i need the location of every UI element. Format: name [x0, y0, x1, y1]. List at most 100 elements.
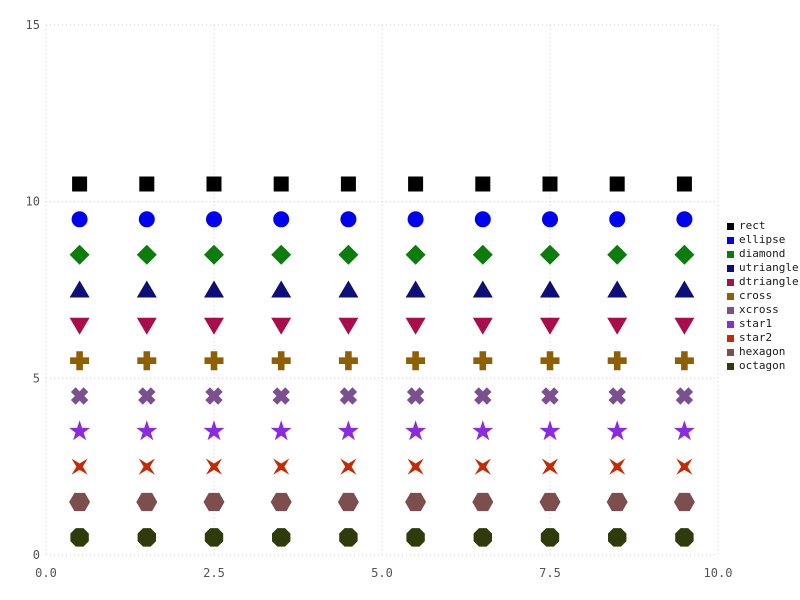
marker-diamond [69, 244, 90, 265]
legend-label: xcross [739, 303, 779, 316]
marker-dtriangle [472, 317, 493, 335]
legend-swatch-diamond [727, 250, 734, 258]
marker-utriangle [338, 280, 359, 298]
legend-swatch-xcross [727, 306, 734, 314]
legend-swatch-star1 [727, 320, 734, 328]
marker-star2 [273, 458, 290, 475]
legend-item-octagon: octagon [727, 359, 799, 373]
legend-swatch-ellipse [727, 236, 734, 244]
marker-xcross [205, 387, 223, 405]
marker-diamond [405, 244, 426, 265]
marker-octagon [70, 528, 89, 547]
marker-star2 [474, 458, 491, 475]
legend-label: octagon [739, 359, 786, 372]
marker-diamond [540, 244, 560, 265]
legend-swatch-dtriangle [727, 278, 734, 286]
x-tick-label: 10.0 [704, 566, 733, 580]
marker-diamond [271, 244, 292, 265]
marker-ellipse [71, 211, 88, 228]
marker-rect [206, 176, 222, 192]
marker-star1 [69, 420, 91, 441]
marker-rect [475, 176, 491, 192]
marker-rect [273, 176, 289, 192]
marker-octagon [272, 528, 291, 547]
marker-star2 [138, 458, 155, 475]
marker-utriangle [204, 280, 224, 298]
marker-hexagon [405, 492, 427, 512]
marker-dtriangle [136, 317, 157, 335]
legend-label: rect [739, 219, 766, 232]
marker-rect [408, 176, 424, 192]
marker-ellipse [138, 211, 155, 228]
marker-xcross [138, 387, 156, 405]
marker-cross [70, 351, 90, 371]
marker-cross [204, 351, 224, 371]
marker-utriangle [674, 280, 695, 298]
y-tick-label: 10 [26, 195, 40, 209]
legend-swatch-star2 [727, 334, 734, 342]
marker-ellipse [474, 211, 491, 228]
y-tick-label: 5 [33, 371, 40, 385]
marker-diamond [338, 244, 359, 265]
marker-hexagon [606, 492, 628, 512]
legend-item-utriangle: utriangle [727, 261, 799, 275]
marker-ellipse [676, 211, 693, 228]
legend-label: hexagon [739, 345, 786, 358]
marker-ellipse [609, 211, 626, 228]
marker-star1 [203, 420, 225, 441]
legend-item-xcross: xcross [727, 303, 799, 317]
marker-dtriangle [338, 317, 359, 335]
marker-hexagon [673, 492, 695, 512]
y-tick-label: 15 [26, 18, 40, 32]
marker-xcross [339, 387, 358, 405]
marker-dtriangle [405, 317, 426, 335]
legend-item-ellipse: ellipse [727, 233, 799, 247]
legend-item-rect: rect [727, 219, 799, 233]
legend-item-cross: cross [727, 289, 799, 303]
marker-rect [609, 176, 625, 192]
legend-swatch-utriangle [727, 264, 734, 272]
marker-octagon [204, 528, 224, 547]
x-tick-label: 0.0 [35, 566, 57, 580]
marker-octagon [675, 528, 694, 547]
marker-xcross [474, 387, 492, 405]
legend-label: utriangle [739, 261, 799, 274]
marker-dtriangle [540, 317, 560, 335]
legend-item-dtriangle: dtriangle [727, 275, 799, 289]
marker-rect [72, 176, 88, 192]
marker-star1 [405, 420, 427, 441]
legend-swatch-hexagon [727, 348, 734, 356]
marker-diamond [204, 244, 224, 265]
marker-dtriangle [271, 317, 292, 335]
marker-rect [139, 176, 155, 192]
marker-hexagon [337, 492, 359, 512]
marker-star2 [676, 458, 693, 475]
marker-star2 [407, 458, 424, 475]
marker-cross [473, 351, 493, 371]
marker-ellipse [542, 211, 558, 228]
legend: rect ellipse diamond utriangle dtriangle cros… [727, 219, 799, 373]
marker-star2 [71, 458, 88, 475]
marker-dtriangle [69, 317, 90, 335]
legend-swatch-rect [727, 222, 734, 230]
marker-cross [338, 351, 358, 371]
legend-item-star1: star1 [727, 317, 799, 331]
marker-cross [406, 351, 426, 371]
marker-xcross [541, 387, 559, 405]
marker-octagon [608, 528, 627, 547]
marker-rect [542, 176, 558, 192]
marker-ellipse [407, 211, 424, 228]
marker-utriangle [540, 280, 560, 298]
marker-hexagon [203, 492, 225, 512]
marker-cross [607, 351, 627, 371]
legend-swatch-cross [727, 292, 734, 300]
marker-star1 [606, 420, 628, 441]
x-tick-label: 7.5 [539, 566, 561, 580]
marker-dtriangle [674, 317, 695, 335]
marker-diamond [136, 244, 157, 265]
legend-item-hexagon: hexagon [727, 345, 799, 359]
marker-xcross [675, 387, 694, 405]
legend-item-diamond: diamond [727, 247, 799, 261]
marker-octagon [406, 528, 425, 547]
